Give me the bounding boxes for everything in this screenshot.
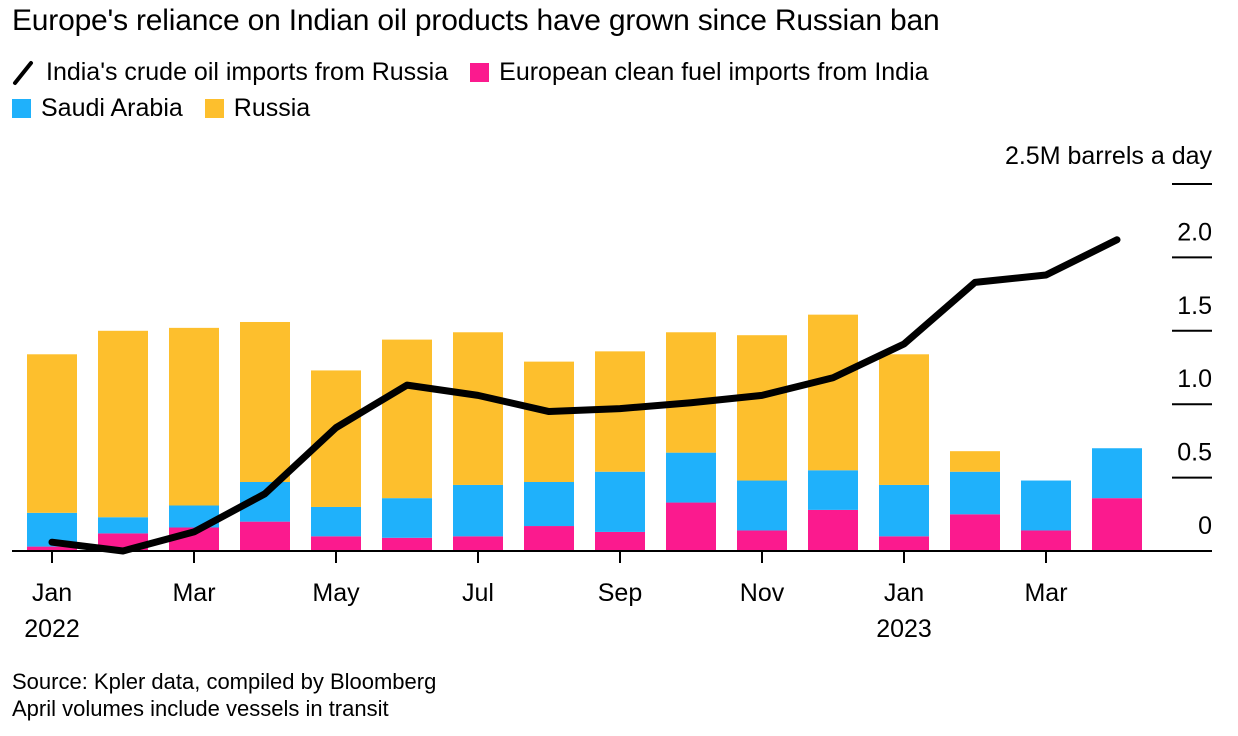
legend-label: European clean fuel imports from India xyxy=(499,58,929,86)
x-tick-label: Mar xyxy=(1024,579,1067,607)
bar-segment-russia xyxy=(27,354,77,513)
chart-title: Europe's reliance on Indian oil products… xyxy=(12,4,940,37)
x-tick-label: May xyxy=(312,579,360,607)
bar-segment-european-clean-fuel-imports-from-india xyxy=(950,514,1000,551)
x-tick-label: Jan xyxy=(32,579,72,607)
x-tick-label: Jul xyxy=(462,579,494,607)
line-layer xyxy=(48,236,1121,555)
x-tick-label: Jan xyxy=(884,579,924,607)
y-tick-label: 1.0 xyxy=(1177,365,1212,393)
bar-segment-saudi-arabia xyxy=(595,471,645,532)
bar-segment-european-clean-fuel-imports-from-india xyxy=(595,531,645,551)
bar-segment-european-clean-fuel-imports-from-india xyxy=(382,537,432,551)
bar-segment-russia xyxy=(524,361,574,483)
bar-segment-saudi-arabia xyxy=(382,498,432,538)
x-tick-year-label: 2023 xyxy=(876,615,932,643)
bar-segment-european-clean-fuel-imports-from-india xyxy=(666,502,716,551)
pink-square-icon xyxy=(470,63,490,82)
bar-segment-russia xyxy=(879,354,929,485)
y-tick-label: 1.5 xyxy=(1177,292,1212,320)
bar-segment-russia xyxy=(950,451,1000,472)
bar-segment-european-clean-fuel-imports-from-india xyxy=(524,526,574,551)
bar-segment-saudi-arabia xyxy=(311,506,361,537)
bar-segment-russia xyxy=(808,314,858,471)
bar-segment-european-clean-fuel-imports-from-india xyxy=(1092,498,1142,551)
legend-label: India's crude oil imports from Russia xyxy=(46,58,449,86)
bar-segment-russia xyxy=(382,339,432,499)
line-icon xyxy=(13,60,33,85)
y-axis-unit-label: 2.5M barrels a day xyxy=(1004,142,1212,170)
axes-layer: 0 0.5 1.0 1.5 2.0 Jan 2022 Mar May Jul Sep Nov Jan 20… xyxy=(12,183,1212,643)
bar-segment-russia xyxy=(311,370,361,507)
x-tick-label: Nov xyxy=(740,579,785,607)
bar-segment-saudi-arabia xyxy=(950,471,1000,515)
blue-square-icon xyxy=(12,99,31,118)
bars-layer xyxy=(27,314,1142,551)
bar-segment-saudi-arabia xyxy=(808,470,858,510)
footnote: April volumes include vessels in transit xyxy=(12,696,389,721)
bar-segment-european-clean-fuel-imports-from-india xyxy=(879,536,929,551)
legend-row-2: Saudi Arabia Russia xyxy=(12,94,332,123)
bar-segment-russia xyxy=(737,335,787,481)
bar-segment-russia xyxy=(98,330,148,518)
y-tick-label: 0.5 xyxy=(1177,439,1212,467)
x-tick-year-label: 2022 xyxy=(24,615,80,643)
x-tick-label: Mar xyxy=(172,579,215,607)
bar-segment-saudi-arabia xyxy=(1092,448,1142,499)
bar-segment-russia xyxy=(666,332,716,453)
bar-segment-european-clean-fuel-imports-from-india xyxy=(453,536,503,551)
bar-segment-european-clean-fuel-imports-from-india xyxy=(240,521,290,551)
bar-segment-saudi-arabia xyxy=(524,482,574,527)
legend-row-1: India's crude oil imports from Russia Eu… xyxy=(12,58,951,87)
source-note: Source: Kpler data, compiled by Bloomber… xyxy=(12,669,437,694)
bar-segment-saudi-arabia xyxy=(453,484,503,537)
legend-item-saudi-arabia: Saudi Arabia xyxy=(12,94,183,123)
bar-segment-saudi-arabia xyxy=(879,484,929,537)
bar-segment-european-clean-fuel-imports-from-india xyxy=(1021,530,1071,551)
bar-segment-saudi-arabia xyxy=(98,517,148,534)
bar-segment-european-clean-fuel-imports-from-india xyxy=(808,509,858,551)
bar-segment-russia xyxy=(169,327,219,506)
bar-segment-european-clean-fuel-imports-from-india xyxy=(27,546,77,551)
legend-item-european-fuel: European clean fuel imports from India xyxy=(470,58,929,87)
y-tick-label: 0 xyxy=(1198,512,1212,540)
line-series-india-s-crude-oil-imports-from-russia xyxy=(48,236,1121,555)
bar-segment-russia xyxy=(453,332,503,485)
x-tick-label: Sep xyxy=(598,579,642,607)
legend-label: Saudi Arabia xyxy=(41,94,183,122)
bar-segment-saudi-arabia xyxy=(666,452,716,503)
chart-footer: Source: Kpler data, compiled by Bloomber… xyxy=(12,668,436,722)
bar-segment-european-clean-fuel-imports-from-india xyxy=(311,536,361,551)
bar-segment-european-clean-fuel-imports-from-india xyxy=(737,530,787,551)
bar-segment-saudi-arabia xyxy=(1021,480,1071,531)
bar-segment-saudi-arabia xyxy=(737,480,787,531)
yellow-square-icon xyxy=(204,99,224,118)
y-tick-label: 2.0 xyxy=(1177,218,1212,246)
bar-segment-russia xyxy=(240,321,290,483)
legend-label: Russia xyxy=(233,94,311,122)
legend-item-india-crude: India's crude oil imports from Russia xyxy=(12,58,448,87)
legend-item-russia: Russia xyxy=(204,94,311,123)
